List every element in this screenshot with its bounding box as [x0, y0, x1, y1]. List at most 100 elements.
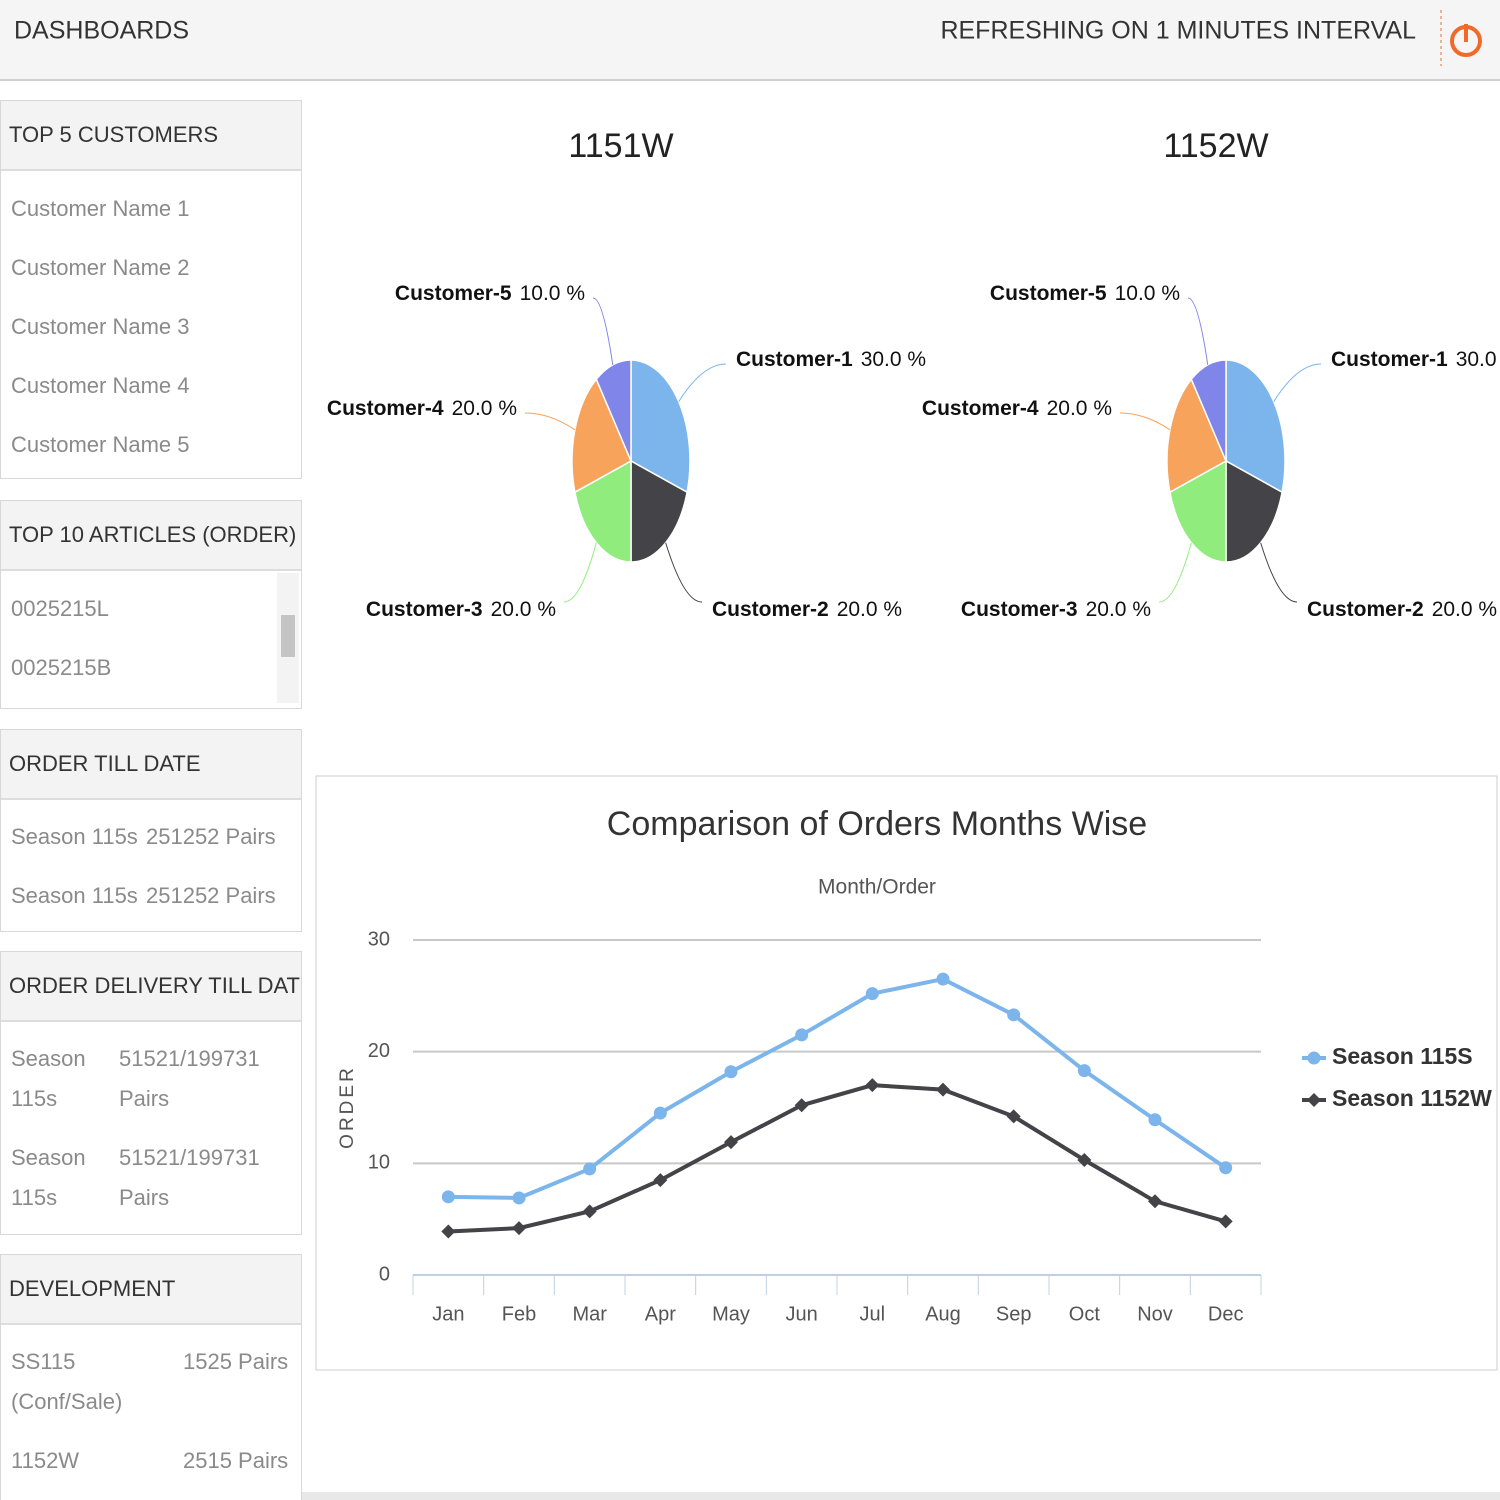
slice-name: Customer-2	[1307, 598, 1424, 621]
sidebar-panel: ORDER TILL DATE Season 115s 251252 Pairs Se…	[0, 729, 302, 932]
row-value: 51521/199731 Pairs	[119, 1145, 260, 1210]
list-item: Customer Name 3	[11, 314, 190, 339]
pie-label: Customer-5 10.0 %	[395, 282, 585, 305]
data-point	[512, 1221, 526, 1236]
connector	[1187, 297, 1209, 366]
connector	[1273, 363, 1322, 402]
data-point	[1077, 1064, 1091, 1078]
x-tick-label: Apr	[645, 1303, 676, 1325]
pie-label: Customer-3 20.0 %	[366, 598, 556, 621]
data-point	[865, 987, 879, 1001]
refresh-status: REFRESHING ON 1 MINUTES INTERVAL	[940, 17, 1416, 45]
data-point	[795, 1028, 809, 1042]
row-label: Season 115s	[11, 824, 138, 849]
power-button[interactable]	[1450, 24, 1482, 57]
data-point	[583, 1162, 597, 1176]
sidebar-panel: TOP 5 CUSTOMERS Customer Name 1 Customer N…	[0, 100, 302, 479]
slice-value: 20.0 %	[452, 397, 517, 420]
data-point	[1006, 1109, 1021, 1124]
pie-slice	[1225, 359, 1286, 494]
data-point	[724, 1065, 738, 1079]
y-tick-label: 0	[379, 1263, 390, 1285]
y-axis-title: ORDER	[337, 1065, 358, 1149]
slice-value: 20.0 %	[491, 598, 556, 621]
panel-body: SS115 (Conf/Sale) 1525 Pairs 1152W 2515 Pai…	[1, 1325, 301, 1499]
data-point	[1077, 1152, 1092, 1167]
x-tick-label: Nov	[1137, 1303, 1173, 1325]
legend-entry[interactable]: Season 115S	[1302, 1043, 1473, 1069]
slice-name: Customer-4	[327, 397, 444, 420]
data-point	[865, 1078, 880, 1093]
header-title: DASHBOARDS	[14, 17, 189, 45]
pie-slice	[1225, 459, 1283, 563]
row-value: 251252 Pairs	[146, 883, 276, 908]
connector	[1119, 412, 1171, 431]
row-label: 1152W	[11, 1448, 80, 1473]
x-tick-label: May	[712, 1303, 750, 1325]
pie-label: Customer-1 30.0 %	[1331, 348, 1500, 371]
pie-slice	[1166, 377, 1227, 494]
chart-subtitle: Month/Order	[818, 876, 936, 899]
panel-body: Season 115s 51521/199731 Pairs Season 115s…	[1, 1022, 301, 1236]
list-item: 0025215L	[11, 596, 109, 621]
legend-entry[interactable]: Season 1152W	[1302, 1085, 1492, 1111]
row-value: 2515 Pairs	[183, 1448, 289, 1473]
table-row: 1152W 2515 Pairs	[11, 1432, 291, 1491]
x-tick-label: Oct	[1069, 1303, 1101, 1325]
slice-name: Customer-3	[961, 598, 1078, 621]
data-point	[1218, 1214, 1233, 1229]
table-row: Season 115s 251252 Pairs	[11, 867, 291, 926]
pie-title: 1151W	[568, 127, 673, 165]
x-tick-label: Jun	[786, 1303, 818, 1325]
slice-name: Customer-5	[990, 282, 1107, 305]
connector	[1158, 542, 1192, 603]
x-tick-label: Jan	[432, 1303, 464, 1325]
data-point	[936, 972, 950, 986]
slice-name: Customer-1	[736, 348, 853, 371]
pie-slice	[630, 359, 691, 494]
slice-value: 30.0 %	[861, 348, 926, 371]
data-point	[441, 1190, 455, 1204]
x-tick-label: Sep	[996, 1303, 1032, 1325]
row-value: 51521/199731 Pairs	[119, 1046, 260, 1111]
panel-title: TOP 10 ARTICLES (ORDER)	[1, 501, 301, 571]
data-point	[936, 1082, 950, 1097]
slice-name: Customer-3	[366, 598, 483, 621]
row-label: SS115 (Conf/Sale)	[11, 1349, 123, 1414]
slice-name: Customer-5	[395, 282, 512, 305]
panel-title: DEVELOPMENT	[1, 1255, 301, 1325]
pie-slice	[1169, 459, 1227, 563]
pie-slice	[630, 459, 688, 563]
row-label: Season 115s	[11, 1145, 86, 1210]
slice-value: 20.0 %	[837, 598, 902, 621]
pie-label: Customer-4 20.0 %	[327, 397, 517, 420]
sidebar-panel: TOP 10 ARTICLES (ORDER) 0025215L 0025215B	[0, 500, 302, 709]
table-row: SS115 (Conf/Sale) 1525 Pairs	[11, 1333, 291, 1432]
list-item: Customer Name 2	[11, 255, 190, 280]
slice-name: Customer-2	[712, 598, 829, 621]
slice-value: 10.0 %	[1115, 282, 1180, 305]
y-tick-label: 10	[368, 1152, 390, 1174]
data-point	[512, 1191, 526, 1205]
series-line	[448, 976, 1227, 1200]
footer-bar	[0, 1492, 1500, 1500]
connector	[678, 363, 727, 402]
x-tick-label: Feb	[502, 1303, 536, 1325]
data-point	[1148, 1113, 1162, 1127]
data-point	[653, 1106, 667, 1120]
pie-label: Customer-5 10.0 %	[990, 282, 1180, 305]
slice-value: 20.0 %	[1432, 598, 1497, 621]
data-point	[1148, 1194, 1162, 1209]
x-tick-label: Dec	[1208, 1303, 1244, 1325]
list-item: 0025215B	[11, 655, 112, 680]
pie-label: Customer-2 20.0 %	[712, 598, 902, 621]
y-tick-label: 20	[368, 1040, 390, 1062]
row-value: 1525 Pairs	[183, 1349, 289, 1374]
legend-label: Season 1152W	[1332, 1085, 1492, 1111]
connector	[524, 412, 576, 431]
connector	[592, 297, 614, 366]
row-label: Season 115s	[11, 1046, 86, 1111]
pie-label: Customer-4 20.0 %	[922, 397, 1112, 420]
sidebar-panel: DEVELOPMENT SS115 (Conf/Sale) 1525 Pairs 11…	[0, 1254, 302, 1500]
